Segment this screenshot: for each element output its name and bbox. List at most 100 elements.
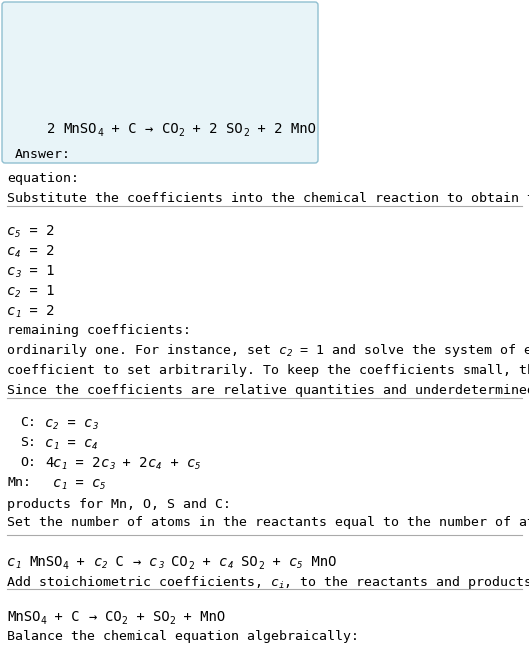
Text: MnSO: MnSO [29,555,62,569]
Text: 1: 1 [53,442,59,451]
Text: C:: C: [20,416,36,429]
Text: 5: 5 [15,230,21,239]
Text: = 2: = 2 [21,224,54,238]
Text: 4: 4 [92,442,98,451]
Text: coefficient to set arbitrarily. To keep the coefficients small, the arbitrary va: coefficient to set arbitrarily. To keep … [7,364,529,377]
Text: equation:: equation: [7,172,79,185]
Text: MnO: MnO [303,555,336,569]
Text: = 2: = 2 [21,304,54,318]
Text: 1: 1 [15,561,21,570]
Text: c: c [84,416,92,430]
Text: i: i [279,581,285,590]
Text: 1: 1 [15,310,21,319]
Text: 2: 2 [122,616,127,626]
Text: + 2: + 2 [185,122,226,136]
Text: 1: 1 [62,462,67,471]
Text: + MnO: + MnO [176,610,226,624]
Text: Answer:: Answer: [15,148,71,161]
Text: MnSO: MnSO [64,122,97,136]
Text: 2: 2 [188,561,194,571]
Text: 4: 4 [62,561,68,571]
Text: c: c [7,264,15,278]
Text: +: + [194,555,219,569]
Text: SO: SO [241,555,258,569]
Text: + 2: + 2 [114,456,148,470]
Text: 4: 4 [97,128,103,138]
Text: SO: SO [226,122,243,136]
Text: 3: 3 [92,422,98,431]
Text: 4: 4 [227,561,233,570]
Text: c: c [92,476,101,490]
Text: 2: 2 [47,122,64,136]
Text: + C: + C [47,610,88,624]
Text: +: + [264,555,289,569]
Text: MnSO: MnSO [7,610,41,624]
FancyBboxPatch shape [2,2,318,163]
Text: Mn:: Mn: [7,476,31,489]
Text: c: c [279,344,287,357]
Text: 2: 2 [243,128,249,138]
Text: →: → [132,555,141,569]
Text: c: c [7,284,15,298]
Text: =: = [59,416,84,430]
Text: c: c [289,555,297,569]
Text: = 2: = 2 [67,456,101,470]
Text: CO: CO [171,555,188,569]
Text: c: c [148,456,156,470]
Text: CO: CO [105,610,122,624]
Text: 2: 2 [53,422,59,431]
Text: , to the reactants and products:: , to the reactants and products: [285,576,529,589]
Text: 2: 2 [287,349,293,358]
Text: O:: O: [20,456,36,469]
Text: 5: 5 [101,482,106,491]
Text: +: + [127,610,153,624]
Text: →: → [88,610,97,624]
Text: remaining coefficients:: remaining coefficients: [7,324,191,337]
Text: 3: 3 [109,462,114,471]
Text: Since the coefficients are relative quantities and underdetermined, choose a: Since the coefficients are relative quan… [7,384,529,397]
Text: +: + [162,456,187,470]
Text: c: c [45,436,53,450]
Text: →: → [145,122,153,136]
Text: 4: 4 [15,250,21,259]
Text: =: = [59,436,84,450]
Text: c: c [271,576,279,589]
Text: CO: CO [162,122,178,136]
Text: c: c [7,555,15,569]
Text: c: c [7,224,15,238]
Text: Set the number of atoms in the reactants equal to the number of atoms in the: Set the number of atoms in the reactants… [7,516,529,529]
Text: 2: 2 [102,561,107,570]
Text: 2: 2 [15,290,21,299]
Text: + 2 MnO: + 2 MnO [249,122,316,136]
Text: +: + [68,555,94,569]
Text: c: c [53,476,61,490]
Text: Add stoichiometric coefficients,: Add stoichiometric coefficients, [7,576,271,589]
Text: + C: + C [103,122,145,136]
Text: 4: 4 [41,616,47,626]
Text: S:: S: [20,436,36,449]
Text: Balance the chemical equation algebraically:: Balance the chemical equation algebraica… [7,630,359,643]
Text: = 1 and solve the system of equations for the: = 1 and solve the system of equations fo… [293,344,529,357]
Text: 5: 5 [297,561,303,570]
Text: SO: SO [153,610,169,624]
Text: 4: 4 [156,462,162,471]
Text: 3: 3 [15,270,21,279]
Text: 1: 1 [61,482,67,491]
Text: 3: 3 [158,561,163,570]
Text: c: c [53,456,62,470]
Text: c: c [7,244,15,258]
Text: c: c [101,456,109,470]
Text: Substitute the coefficients into the chemical reaction to obtain the balanced: Substitute the coefficients into the che… [7,192,529,205]
Text: products for Mn, O, S and C:: products for Mn, O, S and C: [7,498,231,511]
Text: C: C [107,555,132,569]
Text: 2: 2 [258,561,264,571]
Text: c: c [219,555,227,569]
Text: = 2: = 2 [21,244,54,258]
Text: 2: 2 [169,616,176,626]
Text: 4: 4 [45,456,53,470]
Text: =: = [67,476,92,490]
Text: = 1: = 1 [21,264,54,278]
Text: 5: 5 [195,462,200,471]
Text: c: c [149,555,158,569]
Text: c: c [94,555,102,569]
